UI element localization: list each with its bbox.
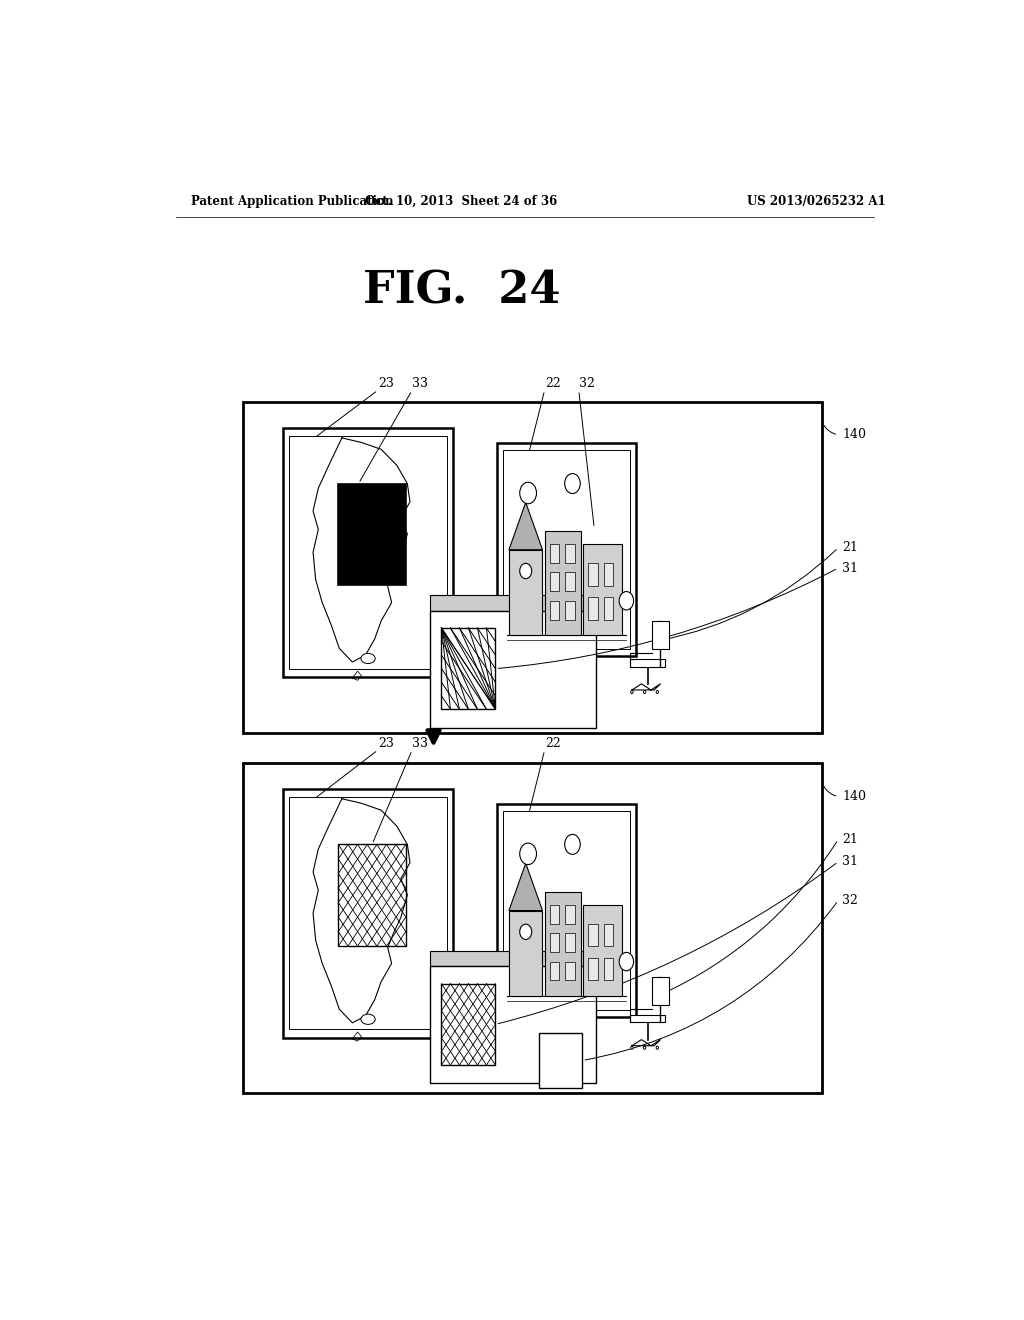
Text: 32: 32 <box>579 378 595 391</box>
Bar <box>631 660 666 667</box>
Text: 21: 21 <box>842 541 858 554</box>
Bar <box>588 562 598 586</box>
Bar <box>631 1015 666 1022</box>
Bar <box>588 597 598 619</box>
Bar <box>603 597 613 619</box>
Circle shape <box>564 834 581 854</box>
Bar <box>603 562 613 586</box>
Bar <box>565 933 574 952</box>
Bar <box>430 611 596 727</box>
Text: US 2013/0265232 A1: US 2013/0265232 A1 <box>748 194 886 207</box>
Bar <box>509 549 543 635</box>
Bar <box>283 788 454 1038</box>
Bar <box>503 450 631 649</box>
Text: 140: 140 <box>842 791 866 803</box>
Text: Patent Application Publication: Patent Application Publication <box>191 194 394 207</box>
Bar <box>584 544 622 635</box>
Text: FIG.  24: FIG. 24 <box>362 269 560 312</box>
Bar <box>550 961 559 981</box>
Bar <box>588 924 598 946</box>
Bar <box>565 573 574 591</box>
Bar <box>289 797 447 1030</box>
Bar <box>603 924 613 946</box>
Circle shape <box>631 1047 633 1049</box>
Circle shape <box>656 690 658 693</box>
Bar <box>588 958 598 981</box>
Ellipse shape <box>360 653 375 664</box>
Text: 33: 33 <box>412 378 428 391</box>
Bar <box>550 906 559 924</box>
Bar <box>441 628 496 709</box>
Bar <box>565 961 574 981</box>
Bar <box>509 911 543 995</box>
Bar <box>497 804 636 1018</box>
Circle shape <box>520 924 531 940</box>
Bar <box>503 810 631 1010</box>
Circle shape <box>520 482 537 504</box>
Circle shape <box>520 564 531 578</box>
Bar <box>565 544 574 562</box>
Bar <box>430 952 596 966</box>
Text: 33: 33 <box>412 737 428 750</box>
Bar <box>565 601 574 619</box>
Circle shape <box>656 1047 658 1049</box>
Circle shape <box>643 690 646 693</box>
Text: 32: 32 <box>842 894 858 907</box>
Bar <box>545 891 581 995</box>
Polygon shape <box>509 863 543 911</box>
Bar <box>243 763 822 1093</box>
Bar <box>652 620 670 649</box>
Bar <box>550 601 559 619</box>
Text: 140: 140 <box>842 429 866 441</box>
Polygon shape <box>509 503 543 549</box>
Text: 31: 31 <box>842 855 858 869</box>
Text: 31: 31 <box>842 561 858 574</box>
Bar <box>497 444 636 656</box>
Text: 23: 23 <box>378 737 394 750</box>
Bar <box>430 966 596 1084</box>
Bar <box>289 436 447 669</box>
Bar <box>243 403 822 733</box>
Circle shape <box>620 952 634 970</box>
Ellipse shape <box>360 1014 375 1024</box>
Circle shape <box>643 1047 646 1049</box>
Bar <box>550 544 559 562</box>
Bar <box>441 983 496 1065</box>
Text: 21: 21 <box>842 833 858 846</box>
Bar <box>565 906 574 924</box>
Circle shape <box>564 474 581 494</box>
Bar <box>550 933 559 952</box>
Circle shape <box>631 690 633 693</box>
Text: 22: 22 <box>545 737 560 750</box>
Bar <box>283 428 454 677</box>
Text: Oct. 10, 2013  Sheet 24 of 36: Oct. 10, 2013 Sheet 24 of 36 <box>366 194 557 207</box>
Bar <box>545 531 581 635</box>
Circle shape <box>620 591 634 610</box>
Bar <box>550 573 559 591</box>
Text: 23: 23 <box>378 378 394 391</box>
Bar <box>430 595 596 611</box>
Text: 22: 22 <box>545 378 560 391</box>
Bar <box>338 483 406 585</box>
Bar <box>603 958 613 981</box>
Bar <box>539 1032 583 1089</box>
Bar <box>652 977 670 1005</box>
Circle shape <box>520 843 537 865</box>
Bar <box>584 906 622 995</box>
Bar <box>338 845 406 946</box>
